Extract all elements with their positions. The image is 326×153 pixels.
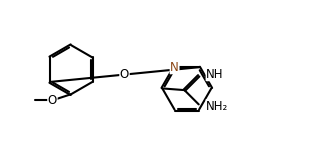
Text: NH₂: NH₂ — [206, 100, 229, 113]
Text: NH: NH — [206, 68, 224, 81]
Text: O: O — [120, 68, 129, 81]
Text: O: O — [48, 94, 57, 107]
Text: N: N — [170, 61, 179, 74]
